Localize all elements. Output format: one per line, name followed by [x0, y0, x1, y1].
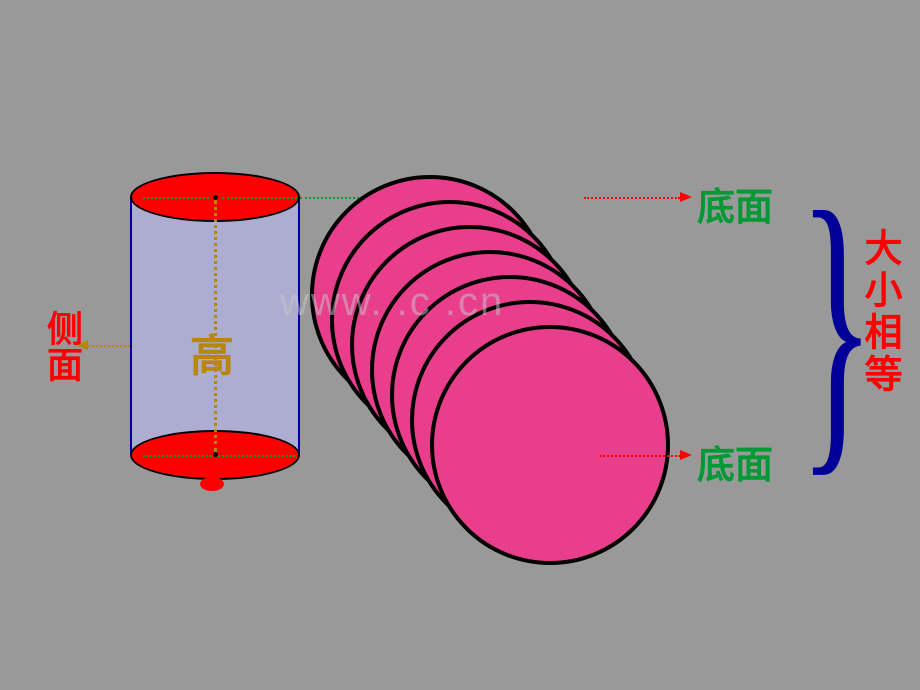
bottom-face-connector — [600, 455, 680, 457]
center-dot-top — [213, 195, 218, 200]
side-connector — [88, 345, 130, 347]
top-diameter-right — [222, 197, 297, 199]
top-face-label: 底面 — [697, 176, 773, 231]
side-face-label: 侧面 — [36, 310, 88, 382]
stacked-circle — [430, 325, 670, 565]
brace-icon: } — [798, 165, 875, 485]
height-label: 高 — [190, 320, 234, 384]
bottom-diameter — [143, 455, 295, 457]
top-face-connector — [584, 197, 680, 199]
top-face-arrow-icon — [680, 192, 692, 202]
red-mark — [200, 477, 224, 491]
bottom-face-arrow-icon — [680, 450, 692, 460]
top-diameter-left — [143, 197, 209, 199]
bottom-face-label: 底面 — [697, 434, 773, 489]
center-dot-bottom — [213, 452, 218, 457]
